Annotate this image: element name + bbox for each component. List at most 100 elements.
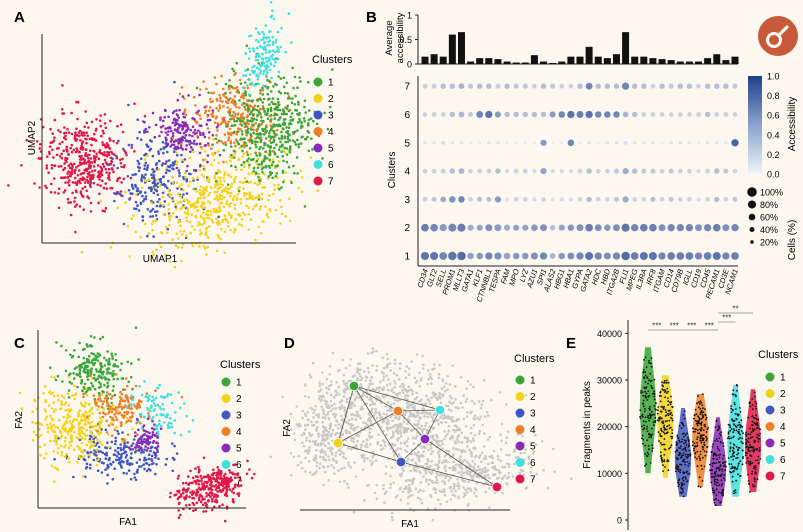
cell-point — [44, 400, 47, 404]
cell-point — [522, 473, 526, 477]
cell-point — [332, 407, 335, 411]
cell-point — [214, 493, 217, 496]
cell-point — [167, 126, 171, 130]
cell-point — [150, 435, 154, 439]
cell-point — [62, 112, 66, 115]
cell-point — [508, 453, 511, 457]
cell-point — [126, 175, 130, 178]
cell-point — [31, 438, 35, 442]
cell-point — [297, 145, 301, 149]
cell-point — [202, 483, 205, 486]
cell-point — [329, 393, 333, 397]
cell-point — [67, 170, 70, 173]
cell-point — [79, 190, 83, 193]
cell-point — [499, 448, 503, 451]
cell-point — [119, 190, 123, 193]
cell-point — [289, 119, 292, 122]
cell-point — [448, 466, 452, 470]
dot-4-PROM1 — [449, 168, 456, 174]
cell-point — [95, 356, 99, 359]
cell-point — [355, 411, 359, 414]
cell-point — [115, 425, 118, 429]
cell-point — [211, 152, 214, 155]
cell-point — [453, 440, 457, 444]
dot-7-ITGA2B — [613, 83, 620, 89]
cell-point — [73, 349, 76, 352]
dot-4-IGLL — [687, 168, 692, 174]
cell-point — [402, 391, 405, 395]
cell-point — [195, 142, 198, 146]
row-label-1: 1 — [404, 252, 410, 263]
cell-point — [534, 443, 538, 446]
cell-point — [135, 207, 138, 211]
cell-point — [71, 181, 75, 184]
cell-point — [126, 441, 129, 444]
cell-point — [158, 405, 162, 409]
cell-point — [185, 504, 188, 507]
cell-point — [192, 142, 196, 145]
cell-point — [401, 490, 405, 494]
cell-point — [181, 233, 184, 236]
cell-point — [202, 175, 206, 179]
cell-point — [473, 414, 477, 418]
cell-point — [380, 370, 384, 374]
cell-point — [129, 419, 133, 423]
wrench-icon[interactable] — [758, 16, 798, 56]
cell-point — [76, 385, 79, 389]
cell-point — [203, 150, 207, 153]
cell-point — [56, 394, 60, 397]
cell-point — [128, 198, 131, 201]
cell-point — [364, 422, 368, 425]
cell-point — [274, 208, 278, 212]
cell-point — [70, 111, 73, 115]
cell-point — [242, 161, 246, 164]
cell-point — [111, 152, 114, 155]
cell-point — [233, 476, 237, 480]
cell-point — [145, 143, 148, 146]
cell-point — [206, 245, 209, 249]
cell-point — [79, 401, 83, 405]
cell-point — [165, 142, 168, 145]
cell-point — [265, 157, 269, 160]
cell-point — [281, 171, 285, 174]
cell-point — [430, 382, 433, 385]
cell-point — [222, 176, 226, 179]
cell-point — [269, 173, 272, 177]
cell-point — [255, 66, 259, 70]
cell-point — [67, 404, 71, 407]
cell-point — [156, 445, 160, 448]
cell-point — [99, 399, 103, 403]
cell-point — [150, 426, 154, 430]
dot-1-HDC — [594, 252, 602, 260]
cell-point — [227, 221, 230, 224]
cell-point — [499, 459, 503, 463]
dot-5-MPO — [514, 141, 518, 145]
cell-point — [246, 86, 249, 90]
cell-point — [297, 186, 300, 190]
cell-point — [82, 449, 85, 453]
cell-point — [154, 163, 158, 166]
legend-a-label-3: 3 — [328, 111, 334, 122]
dot-4-GATA1 — [468, 168, 473, 174]
cell-point — [206, 213, 210, 217]
cell-point — [59, 444, 63, 448]
cell-point — [280, 212, 284, 216]
cell-point — [178, 108, 181, 112]
cell-point — [277, 100, 280, 104]
cell-point — [217, 161, 221, 165]
cell-point — [205, 233, 208, 237]
cell-point — [248, 73, 252, 76]
cell-point — [119, 158, 122, 162]
cell-point — [234, 86, 237, 90]
cell-point — [371, 400, 374, 403]
dot-2-CD45 — [703, 224, 712, 232]
cell-point — [158, 134, 161, 138]
cell-point — [228, 187, 231, 190]
cell-point — [187, 430, 191, 433]
cell-point — [280, 26, 283, 30]
cell-point — [239, 201, 243, 205]
cell-point — [129, 416, 132, 419]
cell-point — [177, 219, 181, 223]
cell-point — [257, 82, 260, 86]
